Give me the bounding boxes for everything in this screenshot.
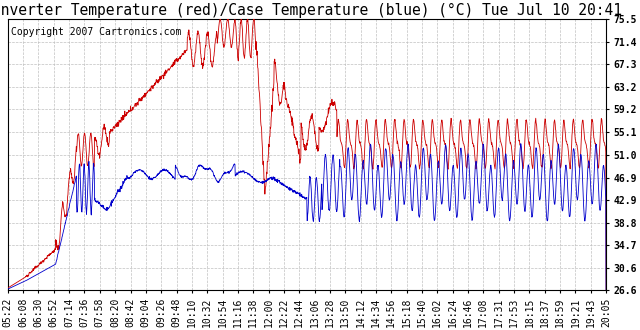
Text: Copyright 2007 Cartronics.com: Copyright 2007 Cartronics.com <box>11 27 181 37</box>
Title: Inverter Temperature (red)/Case Temperature (blue) (°C) Tue Jul 10 20:41: Inverter Temperature (red)/Case Temperat… <box>0 3 622 18</box>
